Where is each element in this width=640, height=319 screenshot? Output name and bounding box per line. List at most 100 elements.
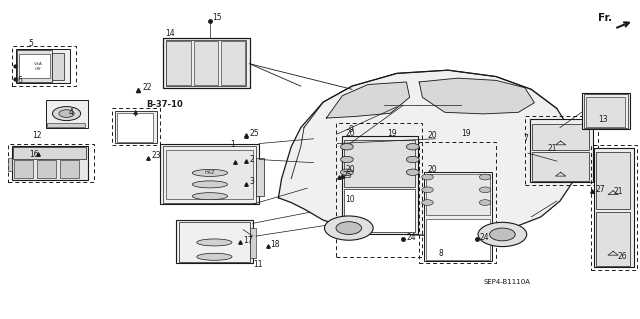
Bar [596,152,630,209]
Polygon shape [419,78,534,114]
Text: 8: 8 [438,249,443,258]
Bar [344,189,415,232]
Circle shape [406,144,419,150]
Text: 24: 24 [406,233,416,242]
Circle shape [340,169,353,175]
Text: 9: 9 [349,125,354,134]
Circle shape [422,187,433,193]
Text: 26: 26 [618,252,627,261]
Circle shape [406,156,419,163]
Bar [594,148,634,267]
Text: 2: 2 [250,155,254,164]
Text: 17: 17 [243,236,253,245]
Bar [419,142,496,263]
Text: 20: 20 [428,165,437,174]
Text: 22: 22 [142,83,152,92]
Circle shape [340,156,353,163]
Circle shape [406,169,419,175]
Bar [46,100,88,128]
Ellipse shape [193,193,228,200]
Text: 12: 12 [32,131,42,140]
Bar [163,146,256,203]
Bar [591,145,637,270]
Bar [179,222,250,262]
Bar [584,94,628,128]
Bar [19,54,50,78]
Bar [8,144,94,182]
Text: HAZ: HAZ [205,170,215,175]
Bar [256,158,264,196]
Bar [176,220,253,263]
Bar [52,53,64,80]
Text: 13: 13 [598,115,608,124]
Text: 25: 25 [250,130,259,138]
Text: 5: 5 [28,39,33,48]
Bar [60,160,79,178]
Bar [166,41,191,85]
Polygon shape [326,82,410,118]
Bar [166,40,246,86]
Text: 20: 20 [428,131,437,140]
Text: 14: 14 [165,29,175,38]
Circle shape [490,228,515,241]
Circle shape [478,222,527,247]
Text: 16: 16 [29,150,39,159]
Text: 27: 27 [595,185,605,194]
Bar [424,172,492,261]
Text: 25: 25 [342,171,352,180]
Bar [596,212,630,266]
Bar [221,41,245,85]
Text: 4: 4 [69,108,74,117]
Polygon shape [278,70,576,235]
Bar [530,119,593,182]
Circle shape [479,174,491,180]
Circle shape [340,144,353,150]
Bar [117,113,153,142]
Circle shape [52,107,81,121]
Bar [336,123,422,257]
Bar [166,150,253,199]
Bar [426,174,490,215]
Circle shape [324,216,373,240]
Bar [250,228,256,258]
Bar [8,158,12,171]
Text: 21: 21 [547,144,557,153]
Text: 18: 18 [270,240,280,249]
Bar [582,93,630,129]
Text: Fr.: Fr. [598,12,612,23]
Bar [525,116,598,185]
Bar [16,49,70,83]
Bar [342,136,418,234]
Bar [37,160,56,178]
Text: 10: 10 [346,195,355,204]
Bar [13,147,86,159]
Text: 3: 3 [250,177,255,186]
Bar [17,50,52,82]
Text: 6: 6 [18,76,23,85]
Text: 7: 7 [524,134,529,143]
Text: 20: 20 [346,129,355,138]
Text: 15: 15 [212,13,222,22]
Text: SEP4-B1110A: SEP4-B1110A [483,279,530,285]
Bar [586,97,625,127]
Text: B-37-10: B-37-10 [146,100,182,109]
Circle shape [422,200,433,205]
Circle shape [59,110,74,117]
Bar [344,140,415,187]
Text: 1: 1 [230,140,235,149]
Bar [426,219,490,260]
Bar [112,108,160,145]
Circle shape [422,174,433,180]
Bar [532,124,589,150]
Ellipse shape [197,239,232,246]
Ellipse shape [193,169,228,176]
Bar [47,123,85,127]
Bar [12,146,88,180]
Text: 19: 19 [387,129,397,138]
Ellipse shape [193,181,228,188]
Bar [14,160,33,178]
Bar [12,46,76,86]
Text: 11: 11 [253,260,262,269]
Circle shape [336,222,362,234]
Bar [115,111,157,143]
